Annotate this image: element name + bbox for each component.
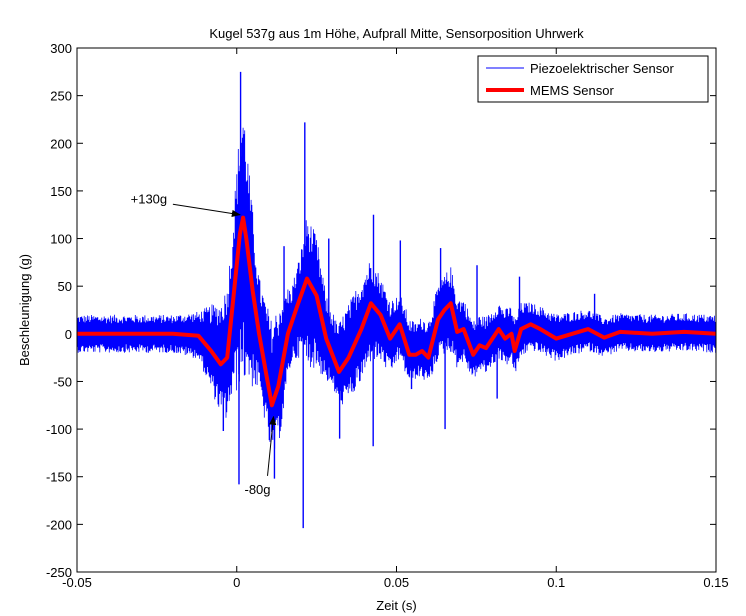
y-tick-label: -50 xyxy=(53,374,72,389)
piezo-line xyxy=(77,127,716,449)
legend-box xyxy=(477,55,709,103)
y-axis: -250 -200 -150 -100 -50 0 50 100 150 200 250 300 xyxy=(46,41,716,580)
legend-label-piezo: Piezoelektrischer Sensor xyxy=(530,61,674,76)
y-tick-label: 0 xyxy=(65,327,72,342)
y-tick-label: 50 xyxy=(58,279,72,294)
mems-line xyxy=(77,215,716,408)
x-tick-label: 0.05 xyxy=(384,575,409,590)
annotations: +130g -80g xyxy=(131,191,277,497)
x-tick-label: 0.1 xyxy=(547,575,565,590)
annotation-label: -80g xyxy=(245,482,271,497)
x-tick-label: -0.05 xyxy=(62,575,92,590)
annotation-arrow xyxy=(172,203,241,218)
x-tick-label: 0.15 xyxy=(703,575,728,590)
series-mems xyxy=(77,215,716,408)
plot-border xyxy=(76,47,717,573)
y-tick-label: 150 xyxy=(50,184,72,199)
y-tick-label: 200 xyxy=(50,136,72,151)
legend: Piezoelektrischer Sensor MEMS Sensor xyxy=(477,55,709,103)
x-axis-label: Zeit (s) xyxy=(376,598,416,613)
chart-title: Kugel 537g aus 1m Höhe, Aufprall Mitte, … xyxy=(209,26,584,41)
legend-label-mems: MEMS Sensor xyxy=(530,83,614,98)
annotation-arrow xyxy=(267,415,277,476)
y-tick-label: -200 xyxy=(46,517,72,532)
y-tick-label: -250 xyxy=(46,565,72,580)
y-tick-label: -150 xyxy=(46,470,72,485)
y-tick-label: 250 xyxy=(50,89,72,104)
y-tick-label: -100 xyxy=(46,422,72,437)
annotation-label: +130g xyxy=(131,191,168,206)
y-tick-label: 300 xyxy=(50,41,72,56)
x-tick-label: 0 xyxy=(233,575,240,590)
x-axis: -0.05 0 0.05 0.1 0.15 xyxy=(62,48,729,590)
y-tick-label: 100 xyxy=(50,232,72,247)
series-piezo xyxy=(77,71,716,529)
y-axis-label: Beschleunigung (g) xyxy=(17,254,32,366)
